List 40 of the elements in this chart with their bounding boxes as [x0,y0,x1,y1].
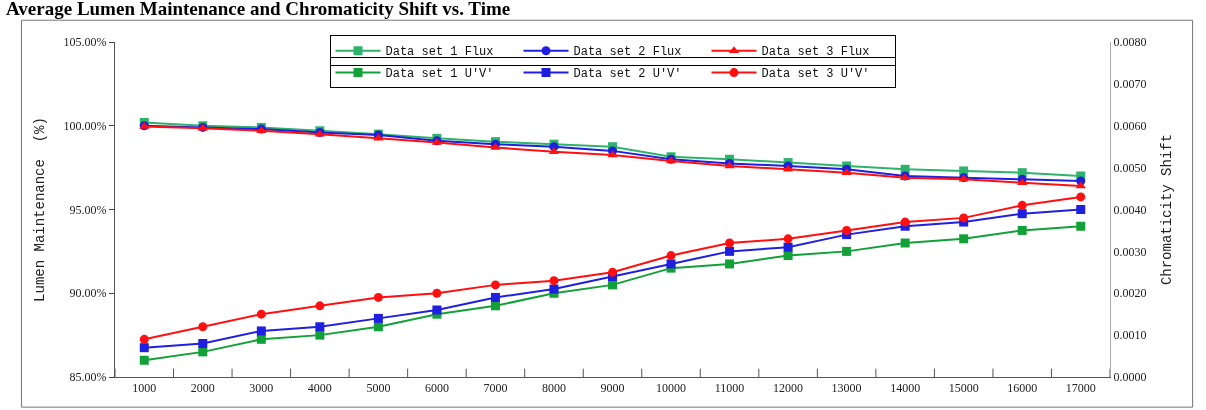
legend-label: Data set 2 U'V' [573,67,682,82]
y-tick-label: 85.00% [69,370,107,385]
legend-label: Data set 3 Flux [761,45,870,60]
legend-label: Data set 2 Flux [573,45,682,60]
x-tick-label: 10000 [656,381,687,396]
x-tick-label: 14000 [890,381,921,396]
y-axis-title: Lumen Maintenance (%) [32,117,49,302]
legend-label: Data set 3 U'V' [761,67,870,82]
y2-tick-label: 0.0010 [1113,328,1147,343]
y-tick-label: 105.00% [63,35,107,50]
chart-title: Average Lumen Maintenance and Chromaticity Shift vs. Time [6,0,511,20]
legend-label: Data set 1 Flux [385,45,494,60]
y2-axis-title: Chromaticity Shift [1158,133,1175,286]
y-tick-label: 100.00% [63,118,107,133]
y2-tick-label: 0.0040 [1113,202,1147,217]
x-tick-label: 16000 [1007,381,1038,396]
legend-label: Data set 1 U'V' [385,67,494,82]
x-tick-label: 9000 [600,381,625,396]
x-tick-label: 11000 [714,381,745,396]
x-tick-label: 13000 [831,381,862,396]
y-tick-label: 95.00% [69,202,107,217]
y-tick-label: 90.00% [69,286,107,301]
x-tick-label: 1000 [132,381,157,396]
y2-tick-label: 0.0020 [1113,286,1147,301]
y2-tick-label: 0.0070 [1113,77,1147,92]
x-tick-label: 5000 [366,381,391,396]
x-tick-label: 17000 [1065,381,1096,396]
x-tick-label: 12000 [773,381,804,396]
y2-tick-label: 0.0000 [1113,370,1147,385]
x-tick-label: 7000 [483,381,508,396]
x-tick-label: 2000 [190,381,215,396]
x-tick-label: 15000 [948,381,979,396]
y2-tick-label: 0.0030 [1113,244,1147,259]
y2-tick-label: 0.0080 [1113,35,1147,50]
x-tick-label: 3000 [249,381,274,396]
y2-tick-label: 0.0060 [1113,118,1147,133]
x-tick-label: 6000 [424,381,449,396]
y2-tick-label: 0.0050 [1113,160,1147,175]
x-tick-label: 8000 [541,381,566,396]
x-tick-label: 4000 [307,381,332,396]
